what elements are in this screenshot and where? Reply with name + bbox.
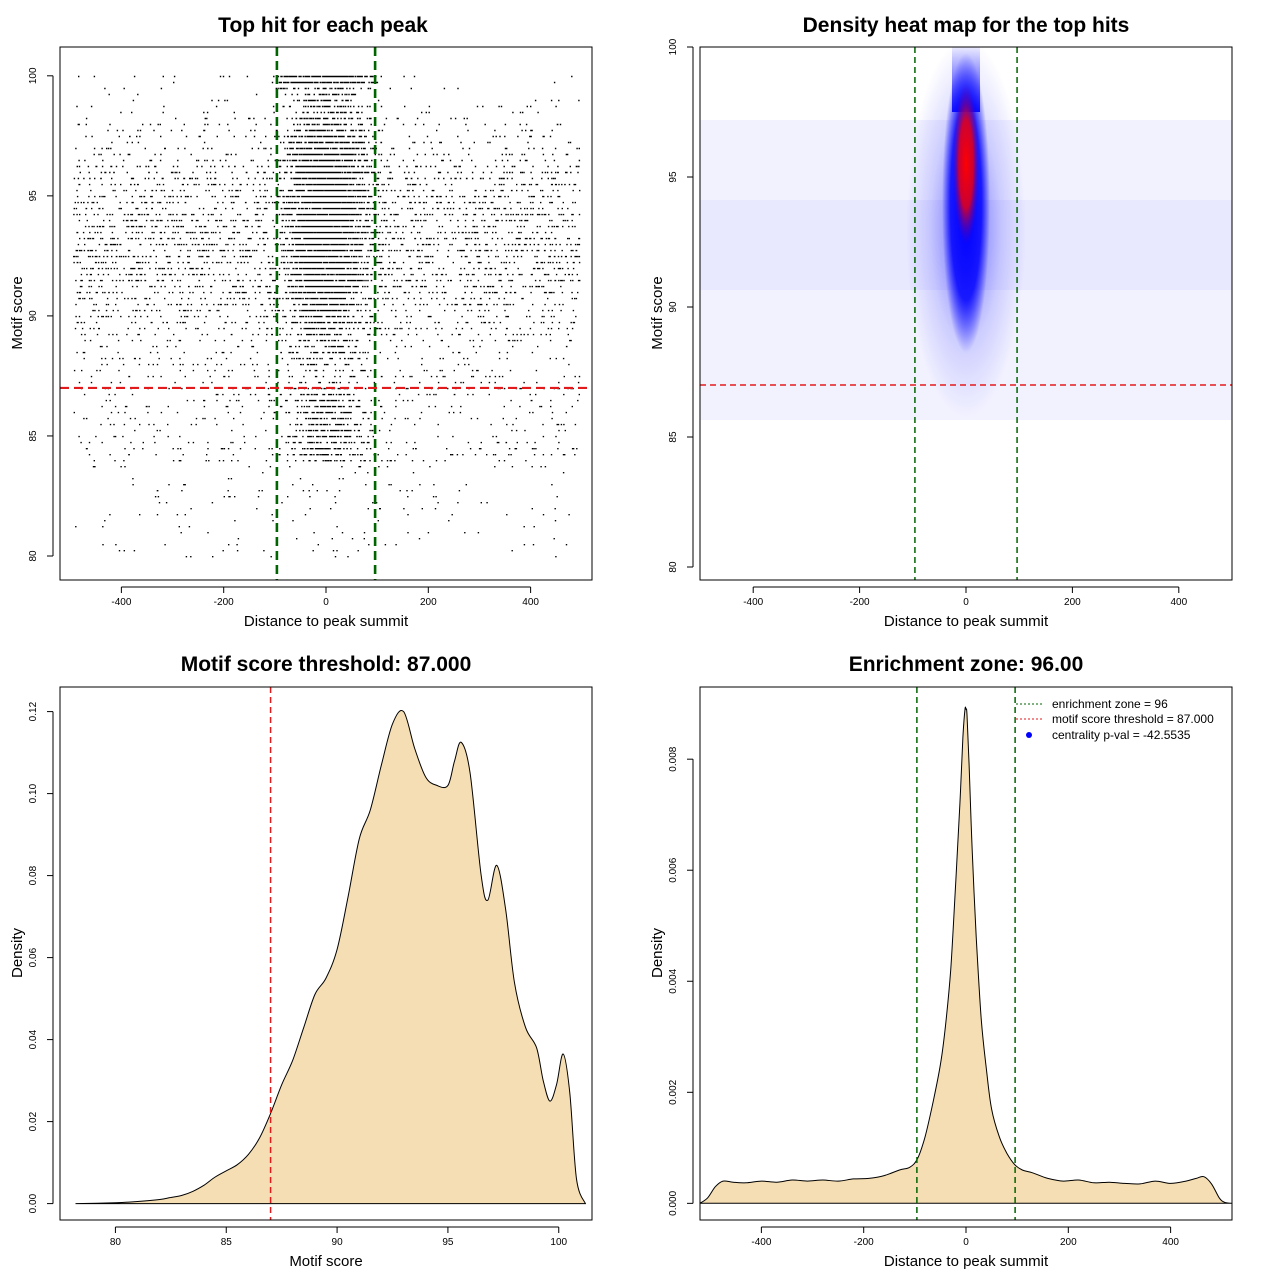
heatmap-y-tick-label: 80 xyxy=(668,561,679,573)
score-density-y-tick-label: 0.00 xyxy=(28,1193,39,1213)
scatter-plot-frame xyxy=(59,46,593,581)
scatter-y-axis-label: Motif score xyxy=(9,276,26,349)
scatter-y-tick-label: 85 xyxy=(28,430,39,442)
distance-density-y-tick-label: 0.006 xyxy=(668,857,679,882)
heatmap-x-tick-label: 200 xyxy=(1064,597,1081,608)
heatmap-y-tick-label: 85 xyxy=(668,431,679,443)
heatmap-density-field xyxy=(700,47,1232,580)
distance-density-curve xyxy=(700,706,1232,1204)
panel-scatter: Top hit for each peak -400 -200 0 200 400 80 8… xyxy=(9,14,593,630)
scatter-x-axis-label: Distance to peak summit xyxy=(244,613,409,630)
scatter-y-tick-label: 80 xyxy=(28,550,39,562)
score-density-x-tick-label: 90 xyxy=(332,1237,344,1248)
scatter-title: Top hit for each peak xyxy=(218,14,428,37)
scatter-x-tick-label: -200 xyxy=(214,597,234,608)
scatter-axes: -400 -200 0 200 400 80 85 90 95 100 xyxy=(28,67,539,608)
score-density-x-tick-label: 80 xyxy=(110,1237,122,1248)
distance-density-x-tick-label: 200 xyxy=(1060,1237,1077,1248)
distance-density-x-tick-label: 0 xyxy=(963,1237,969,1248)
score-density-y-tick-label: 0.04 xyxy=(28,1029,39,1049)
distance-density-plot-frame xyxy=(699,686,1233,1221)
heatmap-y-tick-label: 95 xyxy=(668,171,679,183)
distance-density-zone-lines xyxy=(916,687,1016,1220)
distance-density-x-axis-label: Distance to peak summit xyxy=(884,1253,1049,1270)
heatmap-y-axis-label: Motif score xyxy=(649,276,666,349)
legend-label-threshold: motif score threshold = 87.000 xyxy=(1052,712,1214,726)
distance-density-y-tick-label: 0.008 xyxy=(668,746,679,771)
panel-heatmap: Density heat map for the top hits -400 -2… xyxy=(649,14,1233,630)
heatmap-x-tick-label: -400 xyxy=(743,597,763,608)
distance-density-y-tick-label: 0.004 xyxy=(668,968,679,993)
legend: enrichment zone = 96 motif score thresho… xyxy=(1016,697,1214,742)
legend-swatch-centrality xyxy=(1026,732,1032,738)
score-density-y-tick-label: 0.02 xyxy=(28,1111,39,1131)
heatmap-x-tick-label: -200 xyxy=(850,597,870,608)
panel-score-density: Motif score threshold: 87.000 80 85 90 95 10… xyxy=(9,653,593,1270)
heatmap-x-axis-label: Distance to peak summit xyxy=(884,613,1049,630)
scatter-y-tick-label: 100 xyxy=(28,67,39,84)
score-density-y-tick-label: 0.08 xyxy=(28,865,39,885)
score-density-plot-frame xyxy=(59,686,593,1221)
scatter-x-tick-label: 400 xyxy=(522,597,539,608)
scatter-x-tick-label: 0 xyxy=(323,597,329,608)
scatter-reference-lines xyxy=(60,47,592,580)
score-density-y-tick-label: 0.12 xyxy=(28,701,39,721)
score-density-x-tick-label: 95 xyxy=(442,1237,454,1248)
distance-density-y-tick-label: 0.002 xyxy=(668,1079,679,1104)
heatmap-x-tick-label: 400 xyxy=(1170,597,1187,608)
score-density-y-axis-label: Density xyxy=(9,927,26,978)
score-density-curve xyxy=(75,710,587,1205)
heatmap-x-tick-label: 0 xyxy=(963,597,969,608)
scatter-x-tick-label: 200 xyxy=(420,597,437,608)
heatmap-axes: -400 -200 0 200 400 80 85 90 95 100 xyxy=(668,38,1188,608)
heatmap-y-tick-label: 100 xyxy=(668,38,679,55)
legend-label-enrichment-zone: enrichment zone = 96 xyxy=(1052,697,1168,711)
heatmap-y-tick-label: 90 xyxy=(668,301,679,313)
heatmap-reference-lines xyxy=(700,47,1232,580)
score-density-y-tick-label: 0.06 xyxy=(28,947,39,967)
legend-label-centrality: centrality p-val = -42.5535 xyxy=(1052,728,1191,742)
distance-density-x-tick-label: 400 xyxy=(1162,1237,1179,1248)
distance-density-y-axis-label: Density xyxy=(649,927,666,978)
score-density-x-tick-label: 100 xyxy=(550,1237,567,1248)
scatter-y-tick-label: 90 xyxy=(28,310,39,322)
distance-density-axes: -400 -200 0 200 400 0.000 0.002 0.004 0.006 0.008 xyxy=(668,746,1179,1248)
scatter-point xyxy=(73,75,581,558)
distance-density-x-tick-label: -200 xyxy=(854,1237,874,1248)
score-density-title: Motif score threshold: 87.000 xyxy=(181,653,472,676)
panel-distance-density: Enrichment zone: 96.00 -400 -200 0 200 400 0.… xyxy=(649,653,1233,1270)
scatter-y-tick-label: 95 xyxy=(28,190,39,202)
distance-density-title: Enrichment zone: 96.00 xyxy=(849,653,1084,676)
scatter-x-tick-label: -400 xyxy=(111,597,131,608)
score-density-x-tick-label: 85 xyxy=(221,1237,233,1248)
distance-density-y-tick-label: 0.000 xyxy=(668,1190,679,1215)
score-density-y-tick-label: 0.10 xyxy=(28,783,39,803)
heatmap-title: Density heat map for the top hits xyxy=(803,14,1130,37)
score-density-x-axis-label: Motif score xyxy=(289,1253,362,1270)
heatmap-plot-frame xyxy=(699,46,1233,581)
heatmap-peak xyxy=(953,84,979,244)
distance-density-x-tick-label: -400 xyxy=(751,1237,771,1248)
score-density-axes: 80 85 90 95 100 0.00 0.02 0.04 0.06 0.08 0.10 0.12 xyxy=(28,701,568,1248)
scatter-points xyxy=(73,75,581,558)
